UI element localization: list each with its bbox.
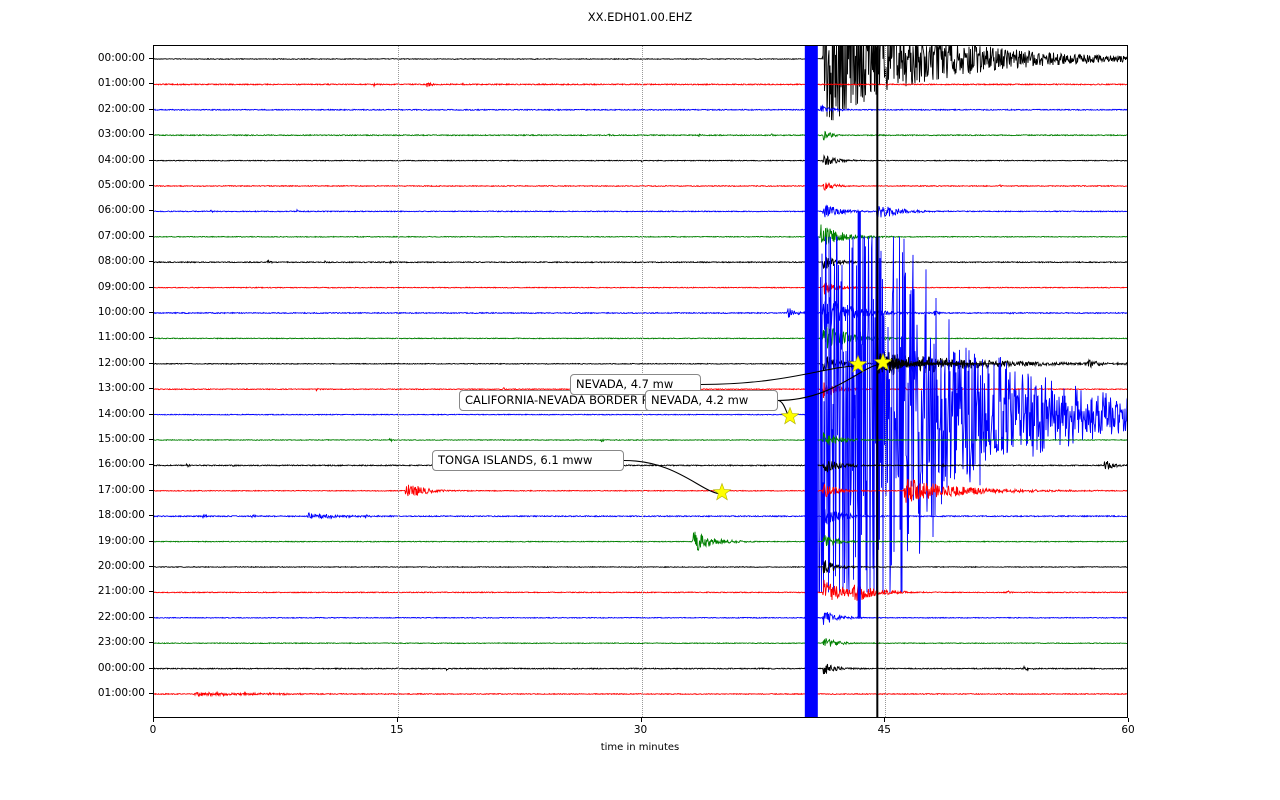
y-axis-tick-label: 23:00:00 xyxy=(97,636,145,649)
event-star-marker[interactable] xyxy=(712,482,732,506)
y-axis-tick-label: 18:00:00 xyxy=(97,509,145,522)
x-axis-tick-mark xyxy=(1128,718,1129,722)
x-axis-tick-label: 0 xyxy=(149,724,157,736)
y-axis-tick-mark xyxy=(149,134,153,136)
x-axis-tick-mark xyxy=(884,718,886,722)
y-axis-tick-label: 17:00:00 xyxy=(97,483,145,496)
x-axis-tick-label: 15 xyxy=(390,724,404,736)
y-axis-tick-mark xyxy=(149,337,153,339)
y-axis-tick-label: 07:00:00 xyxy=(97,229,145,242)
y-axis-tick-mark xyxy=(149,642,153,644)
y-axis-tick-mark xyxy=(149,667,153,669)
x-axis-tick-label: 30 xyxy=(633,724,648,736)
y-axis-tick-label: 04:00:00 xyxy=(97,153,145,166)
y-axis-tick-label: 06:00:00 xyxy=(97,204,145,217)
x-axis-title: time in minutes xyxy=(600,742,680,753)
y-axis-tick-mark xyxy=(149,159,153,161)
event-annotation-label[interactable]: NEVADA, 4.2 mw xyxy=(645,390,778,411)
plot-area xyxy=(153,45,1128,718)
y-axis-tick-mark xyxy=(149,210,153,212)
y-axis-tick-mark xyxy=(149,83,153,85)
y-axis-tick-mark xyxy=(149,566,153,567)
y-axis-tick-label: 01:00:00 xyxy=(97,77,145,90)
y-axis-tick-label: 10:00:00 xyxy=(97,306,145,318)
y-axis-tick-mark xyxy=(149,540,153,542)
y-axis-tick-mark xyxy=(149,312,153,313)
y-axis-tick-mark xyxy=(149,108,153,110)
y-axis-tick-label: 11:00:00 xyxy=(97,331,145,344)
event-annotation-label[interactable]: NEVADA, 4.7 mw xyxy=(570,374,701,395)
y-axis-tick-label: 20:00:00 xyxy=(97,560,145,572)
y-axis-tick-mark xyxy=(149,464,153,466)
mainshock-secondary-band xyxy=(857,211,861,618)
y-axis-tick-label: 05:00:00 xyxy=(97,179,145,191)
y-axis-tick-mark xyxy=(149,591,153,593)
vertical-gridline xyxy=(397,46,399,717)
y-axis-tick-label: 14:00:00 xyxy=(97,407,145,420)
page-title: XX.EDH01.00.EHZ xyxy=(587,10,693,24)
y-axis-tick-label: 19:00:00 xyxy=(97,534,145,547)
y-axis-tick-mark xyxy=(149,362,153,364)
vertical-gridline xyxy=(885,46,887,717)
mainshock-saturated-band xyxy=(804,46,818,717)
y-axis-tick-label: 15:00:00 xyxy=(97,433,145,445)
y-axis-tick-mark xyxy=(149,185,153,186)
event-annotation-label[interactable]: TONGA ISLANDS, 6.1 mww xyxy=(432,450,624,471)
x-axis-tick-mark xyxy=(153,718,154,722)
y-axis-tick-label: 21:00:00 xyxy=(97,585,145,598)
y-axis-tick-label: 03:00:00 xyxy=(97,128,145,141)
y-axis-tick-mark xyxy=(149,388,153,390)
y-axis-tick-mark xyxy=(149,286,153,288)
y-axis-tick-label: 02:00:00 xyxy=(97,102,145,115)
y-axis-tick-label: 00:00:00 xyxy=(97,661,145,674)
y-axis-tick-label: 01:00:00 xyxy=(97,687,145,699)
y-axis-tick-mark xyxy=(149,515,153,517)
mainshock-origin-line xyxy=(876,46,879,717)
y-axis-tick-mark xyxy=(149,693,153,694)
y-axis-tick-mark xyxy=(149,235,153,237)
y-axis-tick-label: 13:00:00 xyxy=(97,382,145,395)
y-axis-tick-label: 08:00:00 xyxy=(97,255,145,268)
x-axis-tick-mark xyxy=(396,718,398,722)
y-axis-tick-mark xyxy=(149,489,153,491)
x-axis-tick-label: 60 xyxy=(1121,724,1135,736)
y-axis-tick-mark xyxy=(149,58,153,59)
y-axis-tick-label: 12:00:00 xyxy=(97,356,145,369)
y-axis-tick-mark xyxy=(149,261,153,263)
event-star-marker[interactable] xyxy=(848,354,868,378)
event-star-marker[interactable] xyxy=(873,352,893,376)
x-axis-tick-label: 45 xyxy=(877,724,891,736)
x-axis-tick-mark xyxy=(640,718,642,722)
coda-wedge-trace xyxy=(878,353,1001,374)
y-axis-tick-label: 16:00:00 xyxy=(97,458,145,471)
y-axis-tick-label: 22:00:00 xyxy=(97,610,145,623)
y-axis-tick-label: 00:00:00 xyxy=(97,52,145,64)
y-axis-tick-mark xyxy=(149,616,153,618)
y-axis-tick-mark xyxy=(149,413,153,415)
y-axis-tick-mark xyxy=(149,439,153,440)
event-star-marker[interactable] xyxy=(780,406,800,430)
y-axis-tick-label: 09:00:00 xyxy=(97,280,145,293)
